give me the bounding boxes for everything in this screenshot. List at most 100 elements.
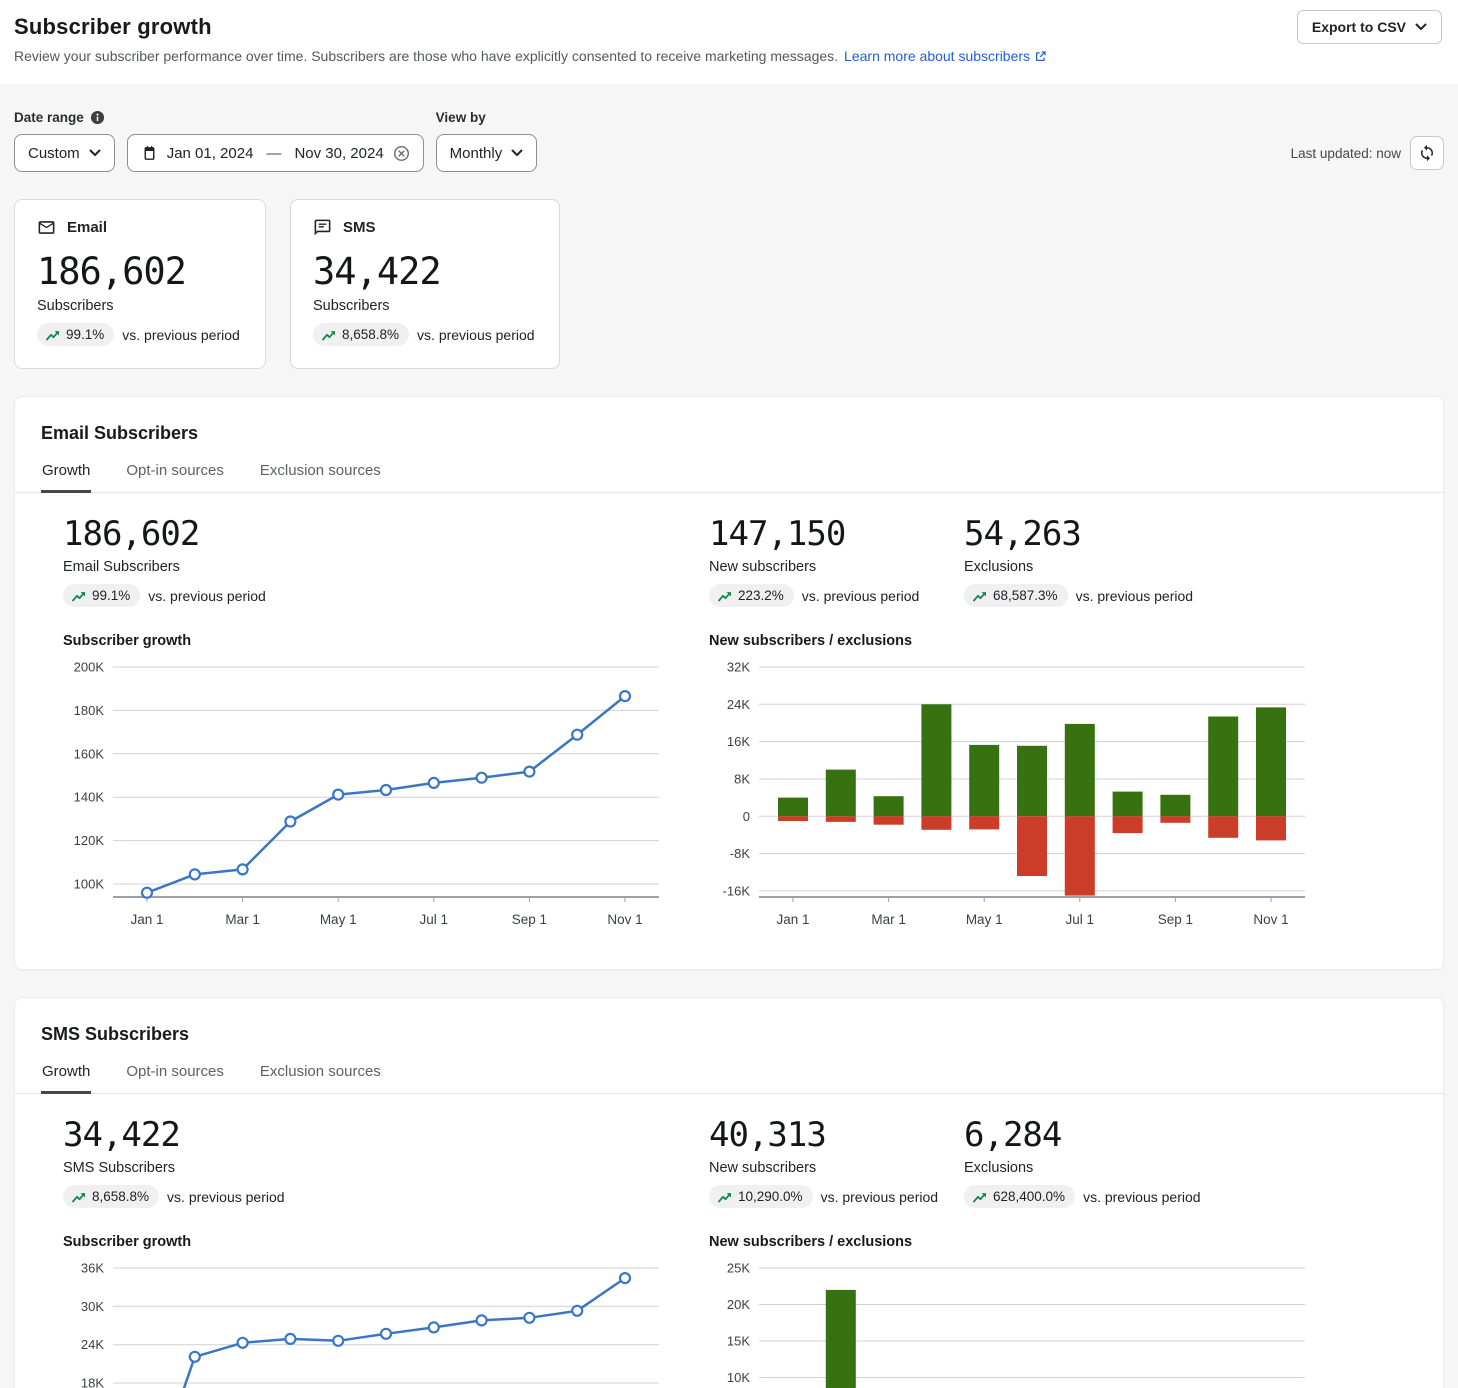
section-title: Email Subscribers: [41, 423, 199, 443]
svg-text:Nov 1: Nov 1: [1253, 912, 1288, 927]
new-subscribers-stat: 147,150 New subscribers 223.2% vs. previ…: [709, 514, 964, 607]
svg-text:18K: 18K: [81, 1376, 104, 1388]
card-label: Subscribers: [313, 298, 390, 314]
svg-text:140K: 140K: [74, 790, 105, 805]
trend-up-icon: [718, 1190, 732, 1204]
start-date: Jan 01, 2024: [166, 144, 254, 162]
chevron-down-icon: [89, 149, 101, 157]
summary-cards: Email 186,602 Subscribers 99.1% vs. prev…: [14, 199, 1444, 369]
svg-text:May 1: May 1: [966, 912, 1003, 927]
change-badge: 8,658.8%: [313, 323, 410, 346]
external-link-icon: [1034, 50, 1047, 63]
page-title: Subscriber growth: [14, 14, 212, 39]
info-icon[interactable]: [90, 110, 105, 125]
email-tabs: Growth Opt-in sources Exclusion sources: [15, 450, 1443, 493]
card-label: Subscribers: [37, 298, 114, 314]
sms-new-exclusions-column: 40,313 New subscribers 10,290.0% vs. pre…: [709, 1115, 1309, 1388]
card-value: 186,602: [37, 250, 187, 293]
svg-text:180K: 180K: [74, 703, 105, 718]
tab-opt-in-sources[interactable]: Opt-in sources: [126, 1063, 224, 1080]
svg-text:8K: 8K: [734, 772, 750, 787]
exclusions-stat: 6,284 Exclusions 628,400.0% vs. previous…: [964, 1115, 1219, 1208]
svg-text:Jul 1: Jul 1: [1066, 912, 1095, 927]
email-new-exclusions-column: 147,150 New subscribers 223.2% vs. previ…: [709, 514, 1309, 929]
sms-subscribers-panel: SMS Subscribers Growth Opt-in sources Ex…: [14, 997, 1444, 1388]
clear-date-icon[interactable]: [393, 145, 410, 162]
date-preset-select[interactable]: Custom: [14, 134, 115, 172]
sms-summary-card: SMS 34,422 Subscribers 8,658.8% vs. prev…: [290, 199, 560, 369]
trend-up-icon: [973, 1190, 987, 1204]
change-badge: 10,290.0%: [709, 1185, 813, 1208]
page-header: Subscriber growth Review your subscriber…: [0, 0, 1458, 84]
date-range-input[interactable]: Jan 01, 2024 — Nov 30, 2024: [126, 134, 424, 172]
svg-text:Sep 1: Sep 1: [512, 912, 547, 927]
vs-previous-text: vs. previous period: [417, 326, 535, 343]
new-subscribers-stat: 40,313 New subscribers 10,290.0% vs. pre…: [709, 1115, 964, 1208]
card-value: 34,422: [313, 250, 442, 293]
change-badge: 8,658.8%: [63, 1185, 160, 1208]
sms-tabs: Growth Opt-in sources Exclusion sources: [15, 1051, 1443, 1094]
calendar-icon: [141, 145, 158, 162]
date-range-label: Date range: [14, 110, 424, 125]
view-by-select[interactable]: Monthly: [435, 134, 538, 172]
svg-text:24K: 24K: [81, 1337, 104, 1352]
svg-text:-8K: -8K: [730, 846, 751, 861]
email-subscribers-panel: Email Subscribers Growth Opt-in sources …: [14, 396, 1444, 970]
chart-title: New subscribers / exclusions: [709, 633, 913, 649]
svg-text:Nov 1: Nov 1: [607, 912, 642, 927]
trend-up-icon: [322, 328, 336, 342]
change-badge: 223.2%: [709, 584, 794, 607]
trend-up-icon: [973, 589, 987, 603]
end-date: Nov 30, 2024: [294, 144, 384, 162]
svg-text:200K: 200K: [74, 660, 105, 675]
vs-previous-text: vs. previous period: [122, 326, 240, 343]
sms-subscribers-stat: 34,422 SMS Subscribers 8,658.8% vs. prev…: [63, 1115, 663, 1208]
svg-text:15K: 15K: [727, 1334, 750, 1349]
svg-text:100K: 100K: [74, 877, 105, 892]
tab-growth[interactable]: Growth: [41, 1051, 92, 1094]
page-description: Review your subscriber performance over …: [14, 48, 1442, 64]
tab-opt-in-sources[interactable]: Opt-in sources: [126, 462, 224, 479]
sms-growth-column: 34,422 SMS Subscribers 8,658.8% vs. prev…: [63, 1115, 663, 1388]
svg-text:Jul 1: Jul 1: [420, 912, 449, 927]
tab-exclusion-sources[interactable]: Exclusion sources: [259, 1063, 381, 1080]
chart-title: Subscriber growth: [63, 1234, 192, 1250]
tab-growth[interactable]: Growth: [41, 450, 92, 493]
export-csv-button[interactable]: Export to CSV: [1296, 10, 1442, 44]
svg-text:36K: 36K: [81, 1261, 104, 1276]
section-title: SMS Subscribers: [41, 1024, 190, 1044]
email-summary-card: Email 186,602 Subscribers 99.1% vs. prev…: [14, 199, 266, 369]
trend-up-icon: [46, 328, 60, 342]
trend-up-icon: [72, 589, 86, 603]
trend-up-icon: [718, 589, 732, 603]
change-badge: 99.1%: [63, 584, 141, 607]
svg-text:10K: 10K: [727, 1370, 750, 1385]
sms-icon: [313, 218, 332, 237]
card-channel: Email: [67, 219, 108, 236]
tab-exclusion-sources[interactable]: Exclusion sources: [259, 462, 381, 479]
svg-text:25K: 25K: [727, 1261, 750, 1276]
svg-text:Mar 1: Mar 1: [225, 912, 260, 927]
svg-text:16K: 16K: [727, 734, 750, 749]
trend-up-icon: [72, 1190, 86, 1204]
chart-title: New subscribers / exclusions: [709, 1234, 913, 1250]
email-growth-column: 186,602 Email Subscribers 99.1% vs. prev…: [63, 514, 663, 929]
svg-text:-16K: -16K: [723, 883, 751, 898]
svg-text:Mar 1: Mar 1: [871, 912, 906, 927]
change-badge: 68,587.3%: [964, 584, 1068, 607]
last-updated: Last updated: now: [1291, 136, 1444, 170]
chevron-down-icon: [1415, 23, 1427, 31]
svg-text:30K: 30K: [81, 1299, 104, 1314]
chart-title: Subscriber growth: [63, 633, 192, 649]
email-subscribers-stat: 186,602 Email Subscribers 99.1% vs. prev…: [63, 514, 663, 607]
svg-text:Jan 1: Jan 1: [130, 912, 163, 927]
change-badge: 99.1%: [37, 323, 115, 346]
refresh-button[interactable]: [1410, 136, 1444, 170]
svg-text:0: 0: [743, 809, 750, 824]
learn-more-link[interactable]: Learn more about subscribers: [844, 48, 1047, 64]
filters-row: Date range Custom: [14, 110, 1444, 172]
email-growth-line-chart: 100K 120K 140K 160K 180K 200K Jan 1 Mar 1 May 1 J…: [63, 659, 663, 929]
